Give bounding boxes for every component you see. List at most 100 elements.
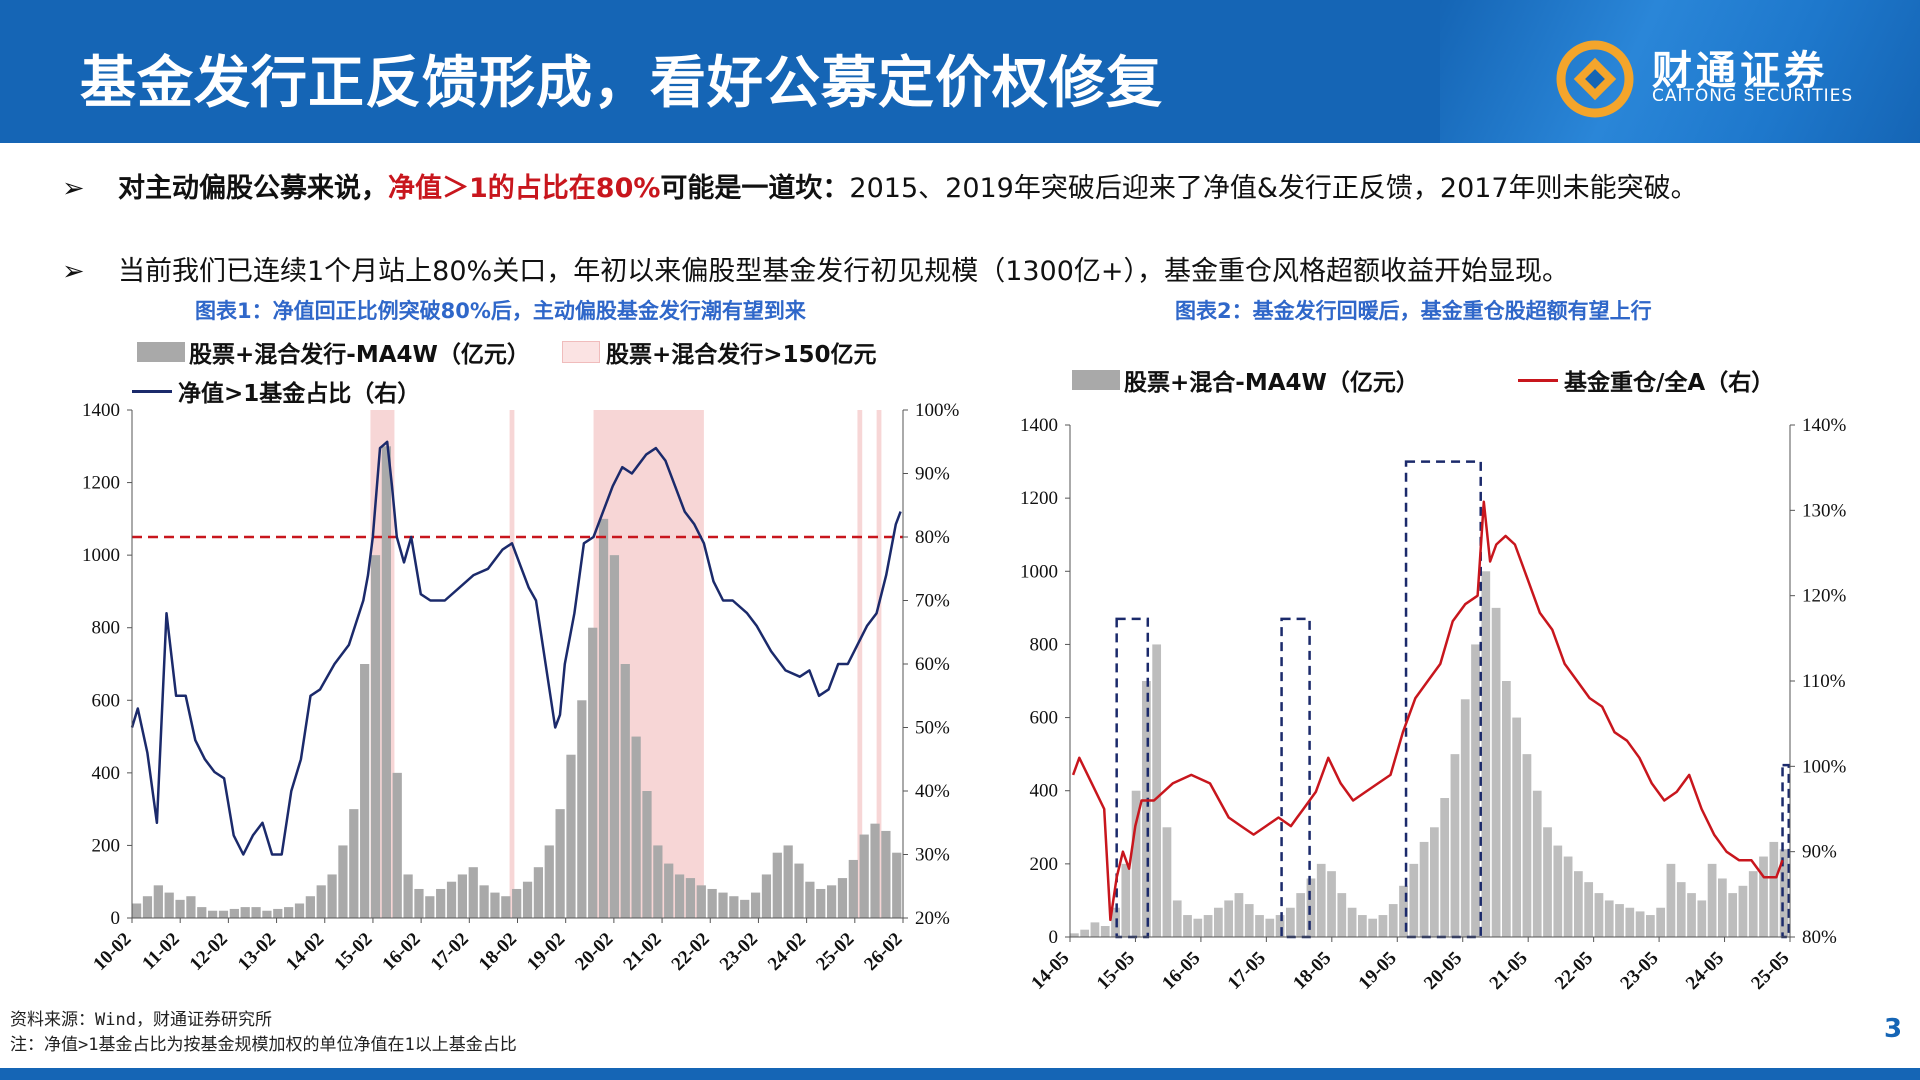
y-right-tick-label: 50% [915,718,950,739]
x-tick-label: 18-02 [475,929,521,975]
bar [197,907,207,918]
bar [1676,882,1686,937]
y-right-tick-label: 60% [915,654,950,675]
x-tick-label: 10-02 [89,929,135,975]
y-right-tick-label: 80% [915,527,950,548]
bar [501,896,511,918]
x-tick-label: 23-02 [716,929,762,975]
bar [1337,893,1347,937]
y-right-tick-label: 80% [1802,927,1837,948]
bar [1481,571,1491,937]
bar [132,903,142,918]
bar [1748,871,1758,937]
bar [826,885,837,918]
y-left-tick-label: 800 [1030,634,1059,655]
bar [1214,907,1223,937]
bar [740,899,750,918]
bar [1327,871,1336,937]
header-gradient [1440,0,1920,143]
bar [1203,915,1213,937]
line-series [130,440,902,856]
line-series [1071,500,1784,922]
bar [1543,827,1552,937]
x-tick-label: 22-05 [1551,948,1597,994]
bar [218,910,229,918]
x-tick-label: 17-02 [427,929,473,975]
bar [1656,907,1666,937]
bar [1244,904,1254,937]
y-left-tick-label: 600 [1030,708,1059,729]
bar [457,874,468,918]
bar [870,823,880,918]
bar [1172,900,1182,937]
legend-swatch-bar [1072,370,1120,390]
bar [240,907,250,918]
y-right-tick-label: 30% [915,845,950,866]
x-tick-label: 16-02 [378,929,424,975]
bar [1234,893,1244,937]
y-left-tick-label: 0 [1049,927,1059,948]
x-tick-label: 20-02 [571,929,617,975]
bar [1100,926,1110,937]
bar [1347,907,1357,937]
highlight-box [1280,617,1311,939]
bar [436,888,446,918]
bar [664,863,674,918]
bar [1625,907,1635,937]
source-note: 资料来源：Wind，财通证券研究所 [10,1010,272,1030]
bar [1090,922,1100,937]
x-tick-label: 24-05 [1682,948,1728,994]
bar [1306,878,1316,937]
bar [316,885,326,918]
bar [305,896,315,918]
issuance-window [857,410,863,918]
bar [620,664,630,918]
caitong-logo-icon [1556,40,1634,118]
bar [1697,900,1707,937]
bar [164,892,174,918]
bar [360,664,370,918]
arrow-bullet-icon: ➢ [62,256,85,287]
bar [750,892,761,918]
bottom-bar [0,1068,1920,1080]
bar [1316,863,1326,937]
y-left-tick-label: 0 [111,908,121,929]
y-left-tick-label: 200 [92,835,121,856]
bar [1522,754,1532,937]
y-left-tick-label: 1200 [82,473,120,494]
bar [794,863,804,918]
y-right-tick-label: 110% [1802,671,1846,692]
bar [1131,790,1141,937]
chart2-legend-line-label: 基金重仓/全A（右） [1564,370,1775,396]
x-tick-label: 20-05 [1420,948,1466,994]
x-tick-label: 17-05 [1224,948,1270,994]
bar [729,896,739,918]
bar [414,888,424,918]
y-right-tick-label: 40% [915,781,950,802]
bar [1759,856,1768,937]
bar [653,845,663,918]
bar [522,881,533,918]
bar [392,772,402,918]
bar [816,888,826,918]
bar [837,878,848,918]
bar [229,908,239,918]
bar [1419,841,1429,937]
bullet-2-text: 当前我们已连续1个月站上80%关口，年初以来偏股型基金发行初见规模（1300亿+… [118,256,1570,287]
bar [370,555,381,918]
bar [892,852,902,918]
x-tick-label: 21-02 [619,929,665,975]
chart2-legend-bar: 股票+混合-MA4W（亿元） [1072,363,1419,397]
bar [381,446,391,918]
bar [761,874,772,918]
bullet-1: ➢ 对主动偏股公募来说，净值＞1的占比在80%可能是一道坎：2015、2019年突… [62,166,1698,205]
bar [142,896,153,918]
y-right-tick-label: 90% [915,464,950,485]
bar [1502,681,1511,937]
bar [805,881,815,918]
chart2: 0 200 400 600 800 1000 1200 1400 80% 90% 100% 110% 1… [1020,415,1847,994]
x-tick-label: 25-02 [812,929,858,975]
bar [1779,849,1789,937]
chart1-title: 图表1：净值回正比例突破80%后，主动偏股基金发行潮有望到来 [195,299,806,323]
x-tick-label: 19-02 [523,929,569,975]
